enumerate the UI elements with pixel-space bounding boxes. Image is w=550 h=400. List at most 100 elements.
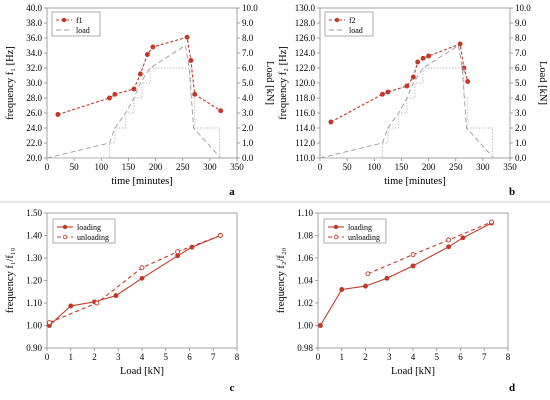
y2-tick-label: 10.0 <box>515 3 531 13</box>
data-point-loading <box>460 235 466 241</box>
y-tick-label: 120.0 <box>295 78 316 88</box>
x-tick-label: 1 <box>69 352 74 362</box>
y2-tick-label: 7.0 <box>242 48 254 58</box>
x-tick-label: 150 <box>122 162 136 172</box>
x-tick-label: 4 <box>140 352 145 362</box>
data-point-f2 <box>379 91 385 97</box>
y-tick-label: 1.02 <box>297 298 313 308</box>
data-point-loading <box>139 275 145 281</box>
y-tick-label: 1.04 <box>297 276 313 286</box>
data-point-unloading <box>217 233 223 238</box>
legend-label-loading: loading <box>77 223 101 232</box>
y-tick-label: 1.08 <box>297 231 313 241</box>
data-point-f1 <box>55 112 61 117</box>
data-point-f2 <box>420 55 426 61</box>
y-tick-label: 126.0 <box>295 33 316 43</box>
data-point-f2 <box>328 119 334 125</box>
y-tick-label: 124.0 <box>295 48 316 58</box>
x-tick-label: 0 <box>316 352 321 362</box>
data-point-loading <box>446 244 452 250</box>
y-tick-label: 1.06 <box>297 253 313 263</box>
data-point-f1 <box>106 95 112 101</box>
chart-panel-b: b 0 50 100 150 200 250 300 350 110.0 112.0 114.0 11… <box>278 3 548 198</box>
y2-tick-label: 1.0 <box>242 138 254 148</box>
series-line-load <box>319 44 495 159</box>
y-tick-label: 20.0 <box>26 153 42 163</box>
x-tick-label: 50 <box>343 162 353 172</box>
y-tick-label: 0.90 <box>26 343 42 353</box>
x-tick-label: 6 <box>458 352 463 362</box>
y-tick-label: 34.0 <box>26 48 42 58</box>
data-point-loading <box>175 253 181 259</box>
legend-marker-loading <box>62 224 68 230</box>
panel-letter-d: d <box>509 382 515 394</box>
y-tick-label: 1.50 <box>26 208 42 218</box>
y2-tick-label: 3.0 <box>242 108 254 118</box>
y-axis-title: frequency f₁/f₁₀ <box>5 247 16 313</box>
y-tick-label: 114.0 <box>295 123 315 133</box>
y2-tick-label: 8.0 <box>515 33 527 43</box>
y-tick-label: 36.0 <box>26 33 42 43</box>
x-tick-label: 350 <box>230 162 244 172</box>
y-tick-label: 30.0 <box>26 78 42 88</box>
y-tick-label: 1.40 <box>26 231 42 241</box>
y2-tick-label: 9.0 <box>515 18 527 28</box>
data-point-f1 <box>150 44 156 50</box>
y2-tick-label: 10.0 <box>242 3 258 13</box>
y-tick-label: 1.10 <box>297 208 313 218</box>
series-line-step-load <box>320 67 494 159</box>
data-point-f1 <box>112 91 118 97</box>
y2-tick-label: 0.0 <box>515 153 527 163</box>
x-tick-label: 4 <box>411 352 416 362</box>
legend-label-unloading: unloading <box>77 233 109 242</box>
legend-box <box>51 11 101 37</box>
series-line-load <box>46 44 222 159</box>
y-tick-label: 0.98 <box>297 343 313 353</box>
data-point-f1 <box>188 58 194 63</box>
x-tick-label: 1 <box>340 352 345 362</box>
x-tick-label: 3 <box>116 352 121 362</box>
x-tick-label: 100 <box>368 162 382 172</box>
data-point-f2 <box>465 79 471 84</box>
x-tick-label: 5 <box>164 352 169 362</box>
legend-marker-unloading <box>333 234 339 240</box>
y-tick-label: 116.0 <box>295 108 315 118</box>
data-point-unloading <box>139 265 145 271</box>
data-point-f1 <box>137 71 143 77</box>
legend-marker-f1 <box>61 17 67 23</box>
chart-panel-c: c 0 1 2 3 4 5 6 7 8 0.90 1.00 1.10 1.20 1.30 1.40 1.50 L… <box>5 208 240 394</box>
x-tick-label: 6 <box>187 352 192 362</box>
x-tick-label: 300 <box>476 162 490 172</box>
legend-label-f2: f2 <box>349 16 356 25</box>
data-point-unloading <box>175 249 181 255</box>
y-tick-label: 26.0 <box>26 108 42 118</box>
data-point-loading <box>113 293 119 299</box>
x-tick-label: 8 <box>235 352 240 362</box>
y-tick-label: 1.10 <box>26 298 42 308</box>
data-point-f1 <box>218 108 224 114</box>
legend-marker-f2 <box>334 17 340 23</box>
y-axis-title: frequency f₁ [Hz] <box>5 46 16 120</box>
x-tick-label: 250 <box>449 162 463 172</box>
y2-tick-label: 6.0 <box>242 63 254 73</box>
data-point-loading <box>339 287 345 292</box>
x-tick-label: 350 <box>503 162 517 172</box>
y2-tick-label: 2.0 <box>515 123 527 133</box>
legend-label-unloading: unloading <box>348 233 380 242</box>
legend-box <box>324 11 374 37</box>
y2-tick-label: 5.0 <box>515 78 527 88</box>
legend-label-f1: f1 <box>76 16 83 25</box>
data-point-f1 <box>192 91 198 97</box>
series-line-unloading <box>367 221 492 275</box>
y2-tick-label: 7.0 <box>515 48 527 58</box>
y-tick-label: 40.0 <box>26 3 42 13</box>
x-tick-label: 50 <box>70 162 80 172</box>
x-tick-label: 100 <box>95 162 109 172</box>
y-tick-label: 130.0 <box>295 3 316 13</box>
x-tick-label: 0 <box>45 352 50 362</box>
series-line-loading <box>319 222 492 326</box>
y-axis-title: frequency f₂ [Hz] <box>278 46 289 120</box>
x-tick-label: 200 <box>149 162 163 172</box>
y-tick-label: 110.0 <box>295 153 315 163</box>
x-tick-label: 8 <box>506 352 511 362</box>
